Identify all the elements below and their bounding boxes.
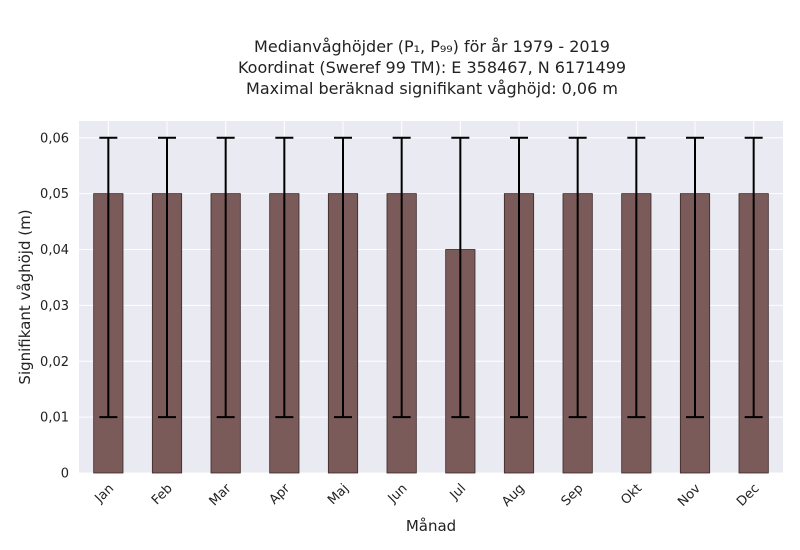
error-bar-aug <box>510 136 528 419</box>
y-tick-label: 0,05 <box>40 187 69 202</box>
y-tick-label: 0,04 <box>40 243 69 258</box>
y-tick-label: 0 <box>61 467 69 482</box>
plot-area <box>79 121 783 473</box>
title-line-1: Medianvåghöjder (P₁, P₉₉) för år 1979 - … <box>254 37 610 56</box>
x-tick-label: Mar <box>207 481 235 509</box>
title-line-3: Maximal beräknad signifikant våghöjd: 0,… <box>246 79 618 98</box>
x-tick-label: Feb <box>149 481 176 508</box>
y-tick-label: 0,03 <box>40 299 69 314</box>
error-bar-nov <box>686 136 704 419</box>
error-bar-jul <box>451 136 470 419</box>
x-tick-label: Jun <box>385 481 411 507</box>
y-axis-label: Signifikant våghöjd (m) <box>16 209 34 384</box>
error-bar-apr <box>275 136 294 419</box>
error-bar-feb <box>158 136 176 419</box>
x-tick-label: Maj <box>325 481 352 508</box>
error-bar-mar <box>216 136 235 419</box>
title-line-2: Koordinat (Sweref 99 TM): E 358467, N 61… <box>238 58 626 77</box>
y-tick-label: 0,02 <box>40 355 69 370</box>
x-tick-label: Sep <box>559 481 587 509</box>
error-bar-maj <box>334 136 352 419</box>
x-tick-label: Dec <box>734 481 762 509</box>
error-bar-okt <box>627 136 646 419</box>
error-bar-sep <box>568 136 587 419</box>
x-axis-label: Månad <box>406 517 456 535</box>
y-tick-label: 0,01 <box>40 411 69 426</box>
chart-title: Medianvåghöjder (P₁, P₉₉) för år 1979 - … <box>238 37 626 98</box>
x-tick-label: Apr <box>267 481 294 508</box>
x-tick-label: Jul <box>447 481 469 503</box>
y-axis-ticks: 0 0,01 0,02 0,03 0,04 0,05 0,06 <box>40 131 69 481</box>
error-bar-dec <box>744 136 763 419</box>
x-tick-label: Nov <box>675 481 704 510</box>
error-bar-jun <box>392 136 411 419</box>
x-tick-label: Okt <box>618 481 645 508</box>
error-bars <box>99 136 763 419</box>
y-tick-label: 0,06 <box>40 131 69 146</box>
x-tick-label: Aug <box>499 481 528 510</box>
x-tick-label: Jan <box>92 481 117 506</box>
x-axis-ticks: Jan Feb Mar Apr Maj Jun Jul Aug Sep Okt Nov Dec <box>92 481 763 510</box>
error-bar-jan <box>99 136 118 419</box>
